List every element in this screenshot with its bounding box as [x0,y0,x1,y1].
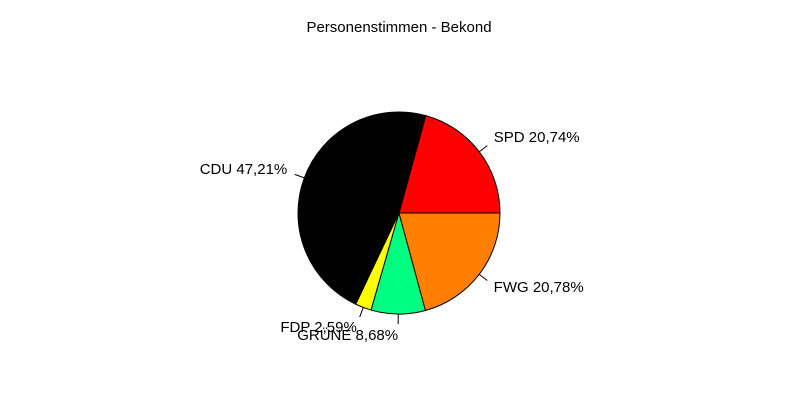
chart-title: Personenstimmen - Bekond [306,19,491,36]
label-leader [479,145,488,153]
slice-label: GRÜNE 8,68% [297,326,398,344]
slice-label: SPD 20,74% [494,129,580,146]
slice-label: FDP 2,59% [280,319,356,336]
label-leader [359,307,364,318]
pie-slice [398,212,501,312]
slice-label: CDU 47,21% [200,161,288,178]
label-leader [478,273,488,281]
label-leader [294,173,305,179]
slice-label: FWG 20,78% [494,279,584,296]
